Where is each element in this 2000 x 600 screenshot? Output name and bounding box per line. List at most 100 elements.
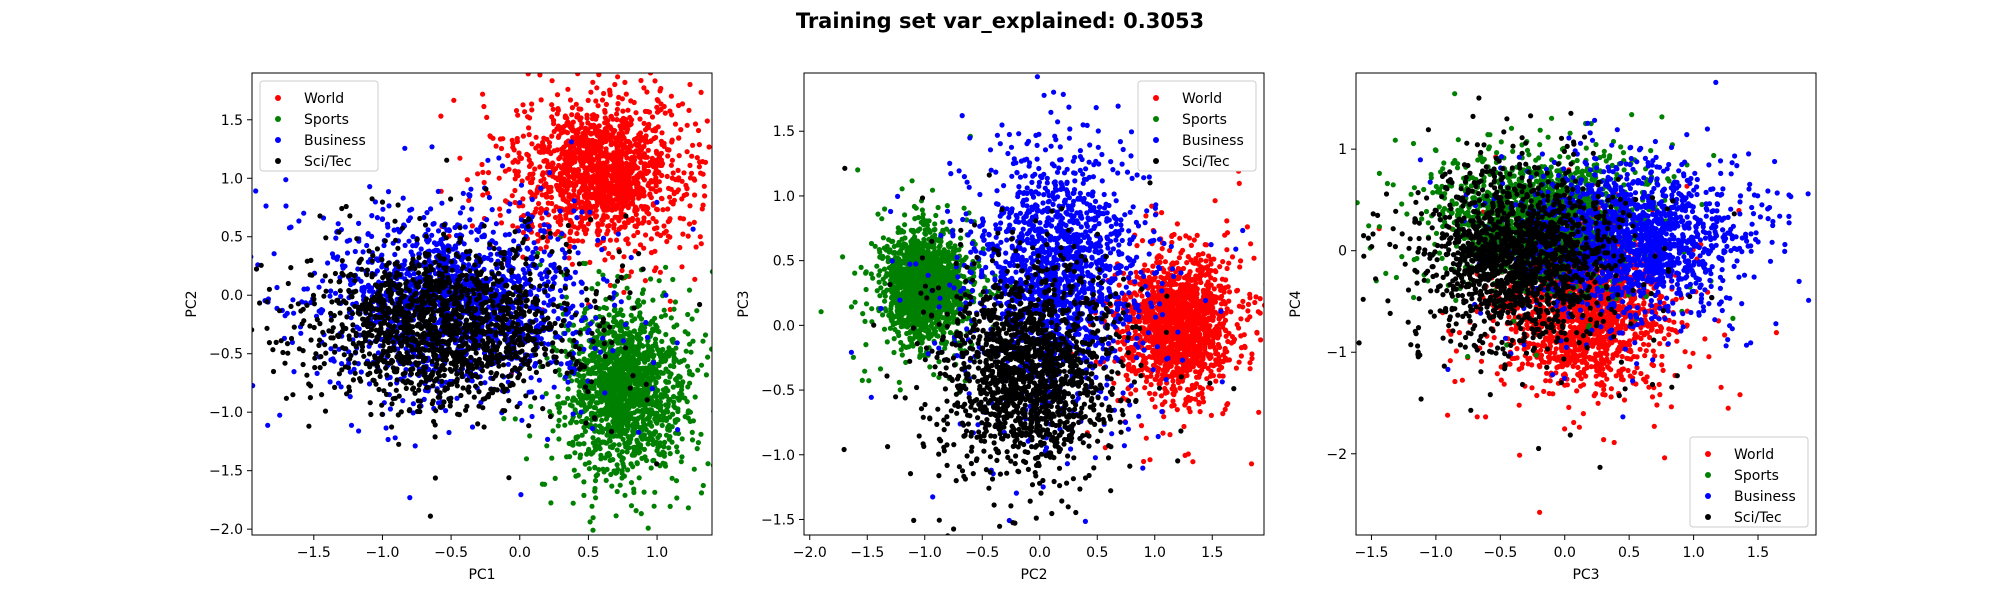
data-point — [579, 302, 585, 308]
data-point — [581, 492, 587, 498]
data-point — [620, 338, 627, 344]
data-point — [592, 138, 599, 144]
data-point — [644, 204, 650, 210]
data-point — [562, 422, 568, 428]
data-point — [535, 231, 541, 237]
data-point — [633, 508, 639, 514]
data-point — [283, 203, 289, 209]
data-point — [538, 206, 544, 212]
data-point — [706, 144, 712, 150]
data-point — [352, 248, 358, 255]
data-point — [528, 403, 534, 410]
data-point — [548, 184, 554, 190]
data-point — [327, 293, 333, 299]
data-point — [609, 133, 615, 139]
data-point — [528, 283, 534, 289]
data-point — [487, 134, 494, 140]
data-point — [407, 495, 413, 501]
data-point — [565, 119, 571, 125]
data-point — [581, 441, 587, 447]
data-point — [676, 175, 682, 181]
data-point — [630, 396, 636, 402]
data-point — [641, 85, 647, 91]
data-point — [567, 454, 573, 460]
data-point — [674, 495, 680, 501]
data-point — [527, 115, 533, 121]
data-point — [484, 114, 490, 120]
data-point — [685, 505, 692, 511]
data-point — [555, 423, 561, 429]
data-point — [556, 417, 562, 423]
data-point — [669, 424, 675, 430]
data-point — [672, 299, 679, 305]
data-point — [653, 126, 659, 132]
data-point — [519, 178, 525, 184]
data-point — [695, 440, 702, 446]
data-point — [541, 228, 547, 234]
data-point — [550, 340, 556, 346]
data-point — [485, 170, 492, 176]
data-point — [424, 210, 430, 216]
data-point — [592, 359, 599, 365]
data-point — [624, 391, 630, 397]
data-point — [625, 107, 631, 113]
data-point — [641, 189, 647, 195]
data-point — [506, 166, 512, 172]
data-point — [318, 310, 324, 316]
data-point — [658, 101, 664, 107]
data-point — [570, 119, 576, 125]
data-point — [655, 445, 661, 451]
data-point — [580, 395, 586, 401]
data-point — [571, 467, 577, 473]
data-point — [605, 382, 611, 388]
data-point — [506, 398, 512, 404]
data-point — [559, 165, 565, 171]
data-point — [557, 288, 564, 294]
data-point — [582, 428, 589, 434]
data-point — [633, 358, 639, 364]
data-point — [561, 144, 567, 150]
data-point — [621, 254, 627, 260]
data-point — [319, 392, 325, 398]
data-point — [642, 325, 648, 331]
data-point — [573, 434, 579, 440]
data-point — [603, 146, 609, 152]
data-point — [298, 330, 304, 336]
data-point — [480, 169, 486, 175]
data-point — [557, 208, 563, 214]
data-point — [632, 163, 638, 169]
data-point — [327, 379, 333, 385]
data-point — [587, 352, 593, 359]
data-point — [611, 307, 618, 313]
data-point — [518, 182, 525, 188]
data-point — [481, 179, 487, 186]
data-point — [662, 439, 668, 445]
data-point — [545, 341, 551, 347]
data-point — [673, 478, 680, 484]
data-point — [590, 174, 596, 180]
data-point — [568, 139, 575, 145]
data-point — [476, 228, 482, 235]
data-point — [601, 469, 607, 475]
data-point — [446, 429, 452, 436]
data-point — [698, 490, 705, 496]
data-point — [640, 412, 646, 418]
data-point — [618, 407, 624, 413]
data-point — [629, 155, 635, 161]
data-point — [557, 372, 563, 378]
data-point — [655, 374, 661, 380]
data-point — [548, 194, 555, 200]
data-point — [596, 354, 602, 360]
data-point — [468, 229, 474, 235]
data-point — [497, 206, 503, 212]
data-point — [653, 265, 659, 271]
data-point — [584, 358, 590, 364]
data-point — [670, 384, 676, 390]
data-point — [608, 406, 614, 412]
data-point — [649, 372, 655, 378]
data-point — [539, 394, 545, 400]
data-point — [513, 172, 520, 178]
data-point — [660, 449, 666, 455]
data-point — [208, 333, 213, 338]
